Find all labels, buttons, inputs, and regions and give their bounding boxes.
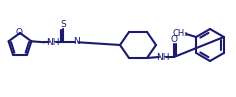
- Text: S: S: [61, 20, 66, 29]
- Text: CH₃: CH₃: [173, 29, 188, 38]
- Text: NH: NH: [156, 53, 169, 62]
- Text: O: O: [16, 28, 22, 37]
- Text: N: N: [74, 37, 80, 46]
- Text: O: O: [170, 35, 177, 44]
- Text: NH: NH: [46, 38, 59, 47]
